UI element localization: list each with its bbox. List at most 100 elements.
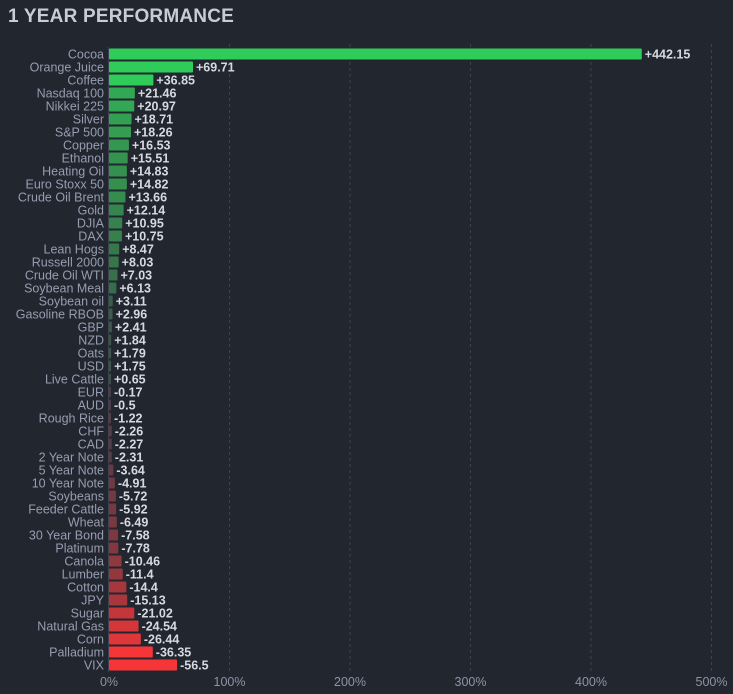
value-label: +20.97 [137, 100, 176, 114]
value-label: -14.4 [129, 581, 158, 595]
category-label: Crude Oil WTI [25, 269, 104, 283]
value-label: -24.54 [142, 620, 177, 634]
category-label: Orange Juice [30, 61, 104, 75]
bar [109, 412, 111, 424]
bar [109, 152, 128, 164]
value-label: -0.5 [114, 399, 136, 413]
category-label: Platinum [55, 542, 104, 556]
value-label: -15.13 [130, 594, 165, 608]
category-label: Cotton [67, 581, 104, 595]
value-label: +1.84 [114, 334, 146, 348]
value-label: +21.46 [138, 87, 177, 101]
category-label: CHF [78, 425, 104, 439]
category-label: Russell 2000 [32, 256, 104, 270]
bar [109, 425, 112, 437]
value-label: +14.82 [130, 178, 169, 192]
bar [109, 243, 120, 255]
value-label: -2.26 [115, 425, 144, 439]
category-label: 2 Year Note [39, 451, 104, 465]
category-label: Heating Oil [42, 165, 104, 179]
bar [109, 542, 119, 554]
value-label: -36.35 [156, 646, 191, 660]
bar [109, 516, 117, 528]
category-label: Copper [63, 139, 104, 153]
category-label: Palladium [49, 646, 104, 660]
category-label: Silver [73, 113, 104, 127]
category-label: Nasdaq 100 [37, 87, 104, 101]
chart-title: 1 YEAR PERFORMANCE [8, 6, 235, 27]
bar [109, 217, 123, 229]
bar [109, 308, 113, 320]
bar [109, 334, 112, 346]
category-label: Natural Gas [37, 620, 104, 634]
category-label: S&P 500 [55, 126, 104, 140]
category-label: Euro Stoxx 50 [25, 178, 104, 192]
category-label: Soybeans [48, 490, 104, 504]
bar [109, 581, 127, 593]
value-label: +18.71 [135, 113, 174, 127]
category-label: Feeder Cattle [28, 503, 104, 517]
value-label: +36.85 [156, 74, 195, 88]
category-label: CAD [78, 438, 104, 452]
bar [109, 503, 117, 515]
category-label: JPY [81, 594, 105, 608]
bar [109, 529, 119, 541]
bar [109, 373, 111, 385]
category-label: 5 Year Note [39, 464, 104, 478]
bar [109, 191, 126, 203]
category-label: Nikkei 225 [46, 100, 104, 114]
bar [109, 113, 132, 125]
category-label: GBP [78, 321, 104, 335]
category-label: Soybean oil [39, 295, 104, 309]
bar [109, 87, 135, 99]
category-label: Gold [78, 204, 104, 218]
x-tick-label: 0% [100, 675, 118, 689]
value-label: +8.03 [122, 256, 154, 270]
category-label: Ethanol [62, 152, 104, 166]
x-tick-label: 400% [575, 675, 607, 689]
bar [109, 659, 178, 671]
bar [109, 256, 119, 268]
category-label: Lean Hogs [44, 243, 104, 257]
category-label: Coffee [67, 74, 104, 88]
value-label: -2.31 [115, 451, 144, 465]
bar [109, 607, 135, 619]
value-label: +10.95 [125, 217, 164, 231]
value-label: -1.22 [114, 412, 143, 426]
bar [109, 230, 122, 242]
bar [109, 451, 112, 463]
bar [109, 126, 132, 138]
category-label: AUD [78, 399, 104, 413]
value-label: -26.44 [144, 633, 179, 647]
x-tick-label: 300% [455, 675, 487, 689]
category-label: Gasoline RBOB [16, 308, 104, 322]
bar [109, 165, 127, 177]
category-label: 30 Year Bond [29, 529, 104, 543]
category-label: Crude Oil Brent [18, 191, 105, 205]
value-label: +1.79 [114, 347, 146, 361]
category-label: Rough Rice [39, 412, 104, 426]
value-label: +15.51 [131, 152, 170, 166]
value-label: +69.71 [196, 61, 235, 75]
value-label: +2.96 [116, 308, 148, 322]
bar [109, 282, 117, 294]
category-label: Live Cattle [45, 373, 104, 387]
bar [109, 347, 112, 359]
value-label: -4.91 [118, 477, 147, 491]
category-label: Lumber [62, 568, 104, 582]
value-label: -7.58 [121, 529, 150, 543]
value-label: +12.14 [127, 204, 166, 218]
value-label: -56.5 [180, 659, 209, 673]
bar [109, 620, 139, 632]
value-label: +8.47 [122, 243, 154, 257]
x-tick-label: 100% [214, 675, 246, 689]
bar [109, 555, 122, 567]
value-label: -3.64 [116, 464, 145, 478]
bar [109, 399, 111, 411]
category-label: Canola [64, 555, 104, 569]
bar [109, 594, 128, 606]
bar [109, 178, 127, 190]
value-label: -7.78 [121, 542, 150, 556]
bar [109, 646, 153, 658]
